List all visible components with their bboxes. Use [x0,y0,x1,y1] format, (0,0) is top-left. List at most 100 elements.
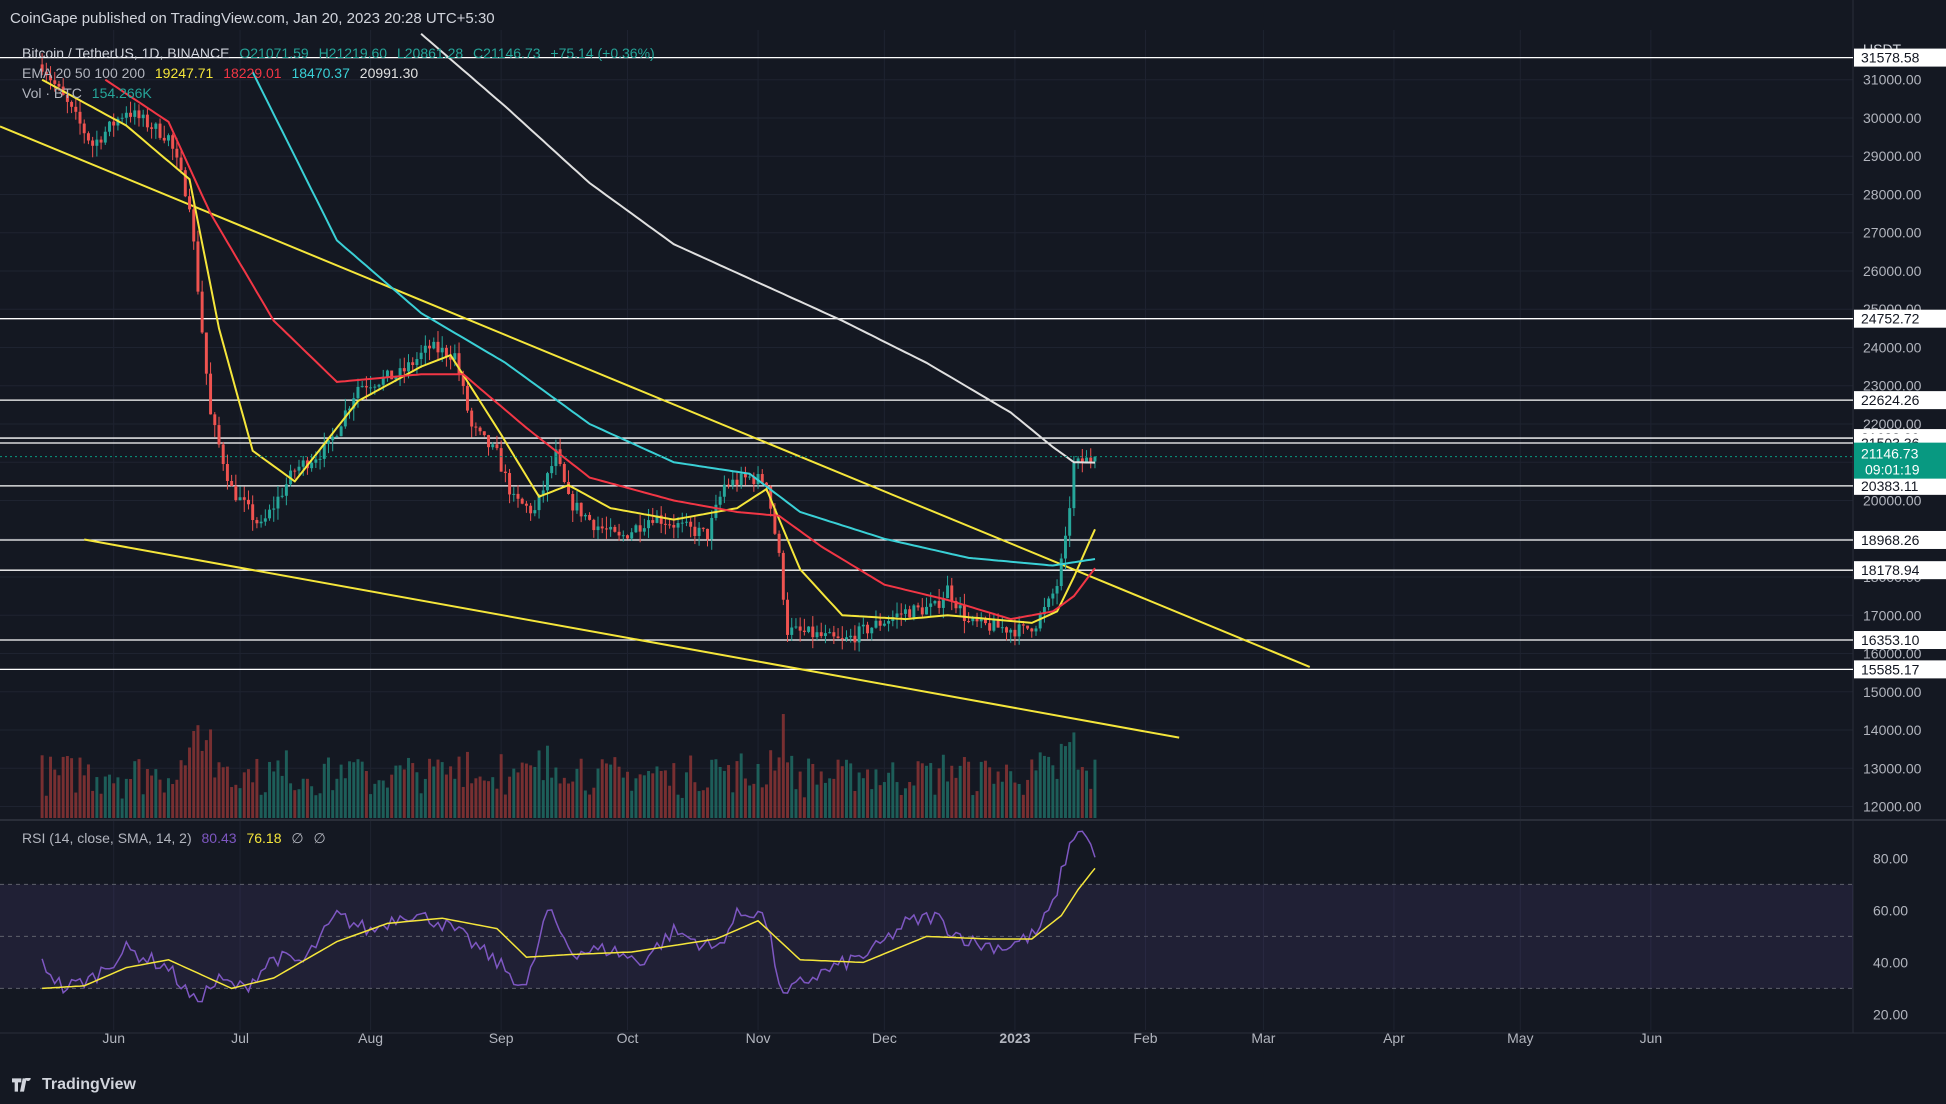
volume-bar [735,761,739,818]
price-tick-label: 29000.00 [1863,148,1922,164]
rsi-legend[interactable]: RSI (14, close, SMA, 14, 2) 80.43 76.18 … [22,830,332,847]
volume-bar [983,760,987,818]
candle-body [672,525,676,528]
candle-body [575,502,579,511]
volume-bar [840,766,844,818]
price-tick-label: 20000.00 [1863,493,1922,509]
candle-body [529,505,533,514]
candle-body [394,376,398,380]
candle-body [225,463,229,482]
level-label-box [1854,660,1946,679]
volume-bar [225,766,229,818]
ema50-value: 18229.01 [223,65,282,81]
candle-body [764,482,768,487]
volume-bar [575,768,579,818]
candle-body [541,490,545,495]
candle-body [120,117,124,119]
candle-body [899,613,903,615]
volume-bar [727,765,731,818]
rsi-tick-label: 40.00 [1873,954,1908,970]
volume-bar [112,783,116,818]
volume-bar [988,767,992,818]
volume-bar [49,756,53,818]
volume-bar [449,766,453,818]
volume-bar [120,798,124,818]
volume-bar [411,763,415,818]
volume-bar [975,791,979,818]
volume-bar [794,789,798,818]
candle-body [188,196,191,210]
candle-body [794,626,798,628]
candle-body [423,345,427,353]
rsi-line [41,830,1096,1003]
volume-bar [554,767,558,818]
volume-bar [520,762,524,818]
candle-body [621,535,625,537]
candle-body [777,533,781,553]
volume-bar [630,790,634,818]
volume-bar [781,714,785,818]
candle-body [230,481,234,486]
candle-body [1051,593,1055,599]
candle-body [1072,462,1076,509]
price-tick-label: 12000.00 [1863,799,1922,815]
candle-body [588,514,592,520]
candle-body [908,609,912,618]
candle-body [209,373,213,415]
volume-bar [1013,782,1017,818]
volume-bar [65,756,69,818]
volume-bar [188,747,191,818]
volume-bar [680,797,684,818]
candle-body [524,503,528,506]
candle-body [234,485,238,501]
volume-legend[interactable]: Vol · BTC 154.266K [22,85,158,101]
volume-bar [217,762,221,818]
candle-body [461,374,465,387]
symbol-legend[interactable]: Bitcoin / TetherUS, 1D, BINANCE O21071.5… [22,45,661,61]
volume-bar [516,772,520,818]
candle-body [1068,508,1072,536]
candle-body [870,627,874,634]
volume-bar [175,779,179,818]
volume-bar [331,790,335,818]
candle-body [407,362,410,372]
volume-bar [663,770,667,818]
volume-bar [398,765,402,818]
volume-bar [91,790,95,818]
volume-bar [242,772,246,818]
volume-bar [352,762,356,818]
candle-body [802,630,806,632]
volume-bar [276,760,280,818]
candle-body [583,514,587,517]
candle-body [853,635,857,643]
volume-bar [929,763,933,818]
volume-bar [348,761,352,818]
volume-bar [150,775,154,818]
price-tick-label: 23000.00 [1863,378,1922,394]
volume-bar [444,774,448,818]
candle-body [453,353,457,360]
candle-body [432,341,436,349]
volume-bar [192,731,196,818]
volume-bar [234,784,238,818]
candle-body [390,370,394,380]
candle-body [331,436,335,441]
volume-bar [407,757,410,818]
volume-bar [385,787,389,818]
time-axis-label: Jul [231,1030,249,1046]
tradingview-logo[interactable]: TradingView [12,1076,136,1094]
candle-body [680,522,684,524]
candle-body [840,638,844,640]
price-tick-label: 16000.00 [1863,646,1922,662]
volume-bar [171,784,175,818]
candle-body [175,148,179,158]
candle-body [693,526,697,537]
volume-bar [832,778,836,818]
ema-legend[interactable]: EMA 20 50 100 200 19247.71 18229.01 1847… [22,65,424,81]
candle-body [1059,558,1063,587]
time-axis-label: Jun [1640,1030,1663,1046]
rsi-tick-label: 80.00 [1873,850,1908,866]
volume-bar [1021,794,1025,818]
candle-body [322,443,326,459]
